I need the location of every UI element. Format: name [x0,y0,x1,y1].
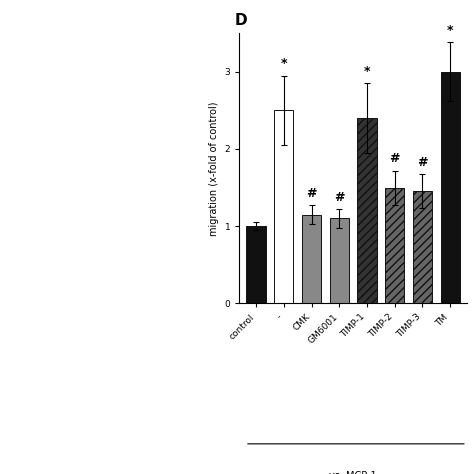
Text: *: * [281,57,287,70]
Text: #: # [306,187,317,200]
Bar [274,110,293,303]
Text: #: # [334,191,345,204]
Bar [329,219,349,303]
Bar [413,191,432,303]
Y-axis label: migration (x-fold of control): migration (x-fold of control) [209,101,219,236]
Text: #: # [417,156,428,169]
Text: *: * [447,24,454,37]
Bar [357,118,377,303]
Bar [385,188,404,303]
Text: *: * [364,65,370,78]
Text: D: D [235,13,247,28]
Bar [440,72,460,303]
Text: vs. MCP-1: vs. MCP-1 [329,471,377,474]
Bar [302,215,321,303]
Text: #: # [390,152,400,165]
Bar [246,226,266,303]
